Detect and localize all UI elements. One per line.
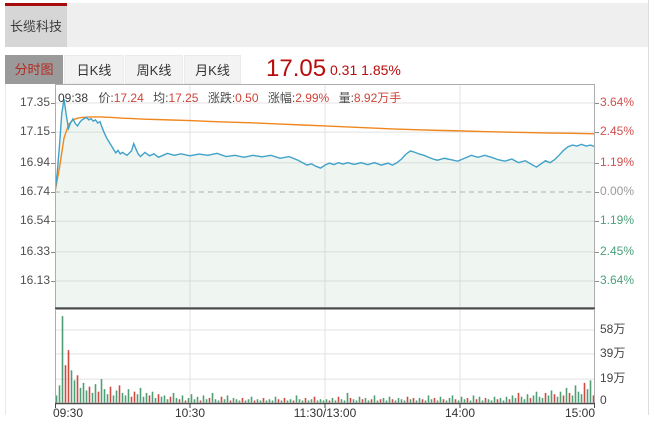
panel-left-border <box>5 84 6 415</box>
y-axis-price-label: 17.15 <box>19 124 50 139</box>
y-axis-price-label: 16.33 <box>19 243 50 258</box>
change-value2: 0.50 <box>235 91 259 105</box>
x-axis-time-label: 09:30 <box>53 406 84 420</box>
volume-value: 8.92万手 <box>353 91 402 105</box>
y-axis-price-label: 16.54 <box>19 213 50 228</box>
price-value: 17.24 <box>113 91 144 105</box>
tab-intraday[interactable]: 分时图 <box>5 55 63 84</box>
stock-name-tab[interactable]: 长缆科技 <box>5 3 67 47</box>
last-price: 17.05 <box>266 55 327 82</box>
tab-monthly-k[interactable]: 月K线 <box>184 55 241 84</box>
axis-tick <box>51 192 55 193</box>
x-axis-time-label: 15:00 <box>564 406 595 420</box>
axis-tick <box>51 132 55 134</box>
y-axis-percent-label: 3.64% <box>600 273 635 287</box>
change-value: 0.31 <box>330 62 358 78</box>
pct-label: 涨幅: <box>267 91 296 105</box>
avg-value: 17.25 <box>168 91 199 105</box>
axis-tick <box>51 251 55 253</box>
y-axis-percent-label: 1.19% <box>600 213 635 228</box>
volume-axis-zero: 0 <box>600 393 607 407</box>
axis-tick <box>51 162 55 164</box>
axis-tick <box>51 221 55 223</box>
axis-tick <box>595 281 599 282</box>
y-axis-percent-label: 3.64% <box>600 95 635 109</box>
price-label: 价: <box>98 91 114 105</box>
panel-right-border <box>648 0 649 415</box>
axis-tick <box>51 281 55 282</box>
change-percent: 1.85% <box>361 62 401 78</box>
y-axis-percent-label: 2.45% <box>600 124 635 139</box>
intraday-chart-plot[interactable] <box>55 84 596 416</box>
axis-tick <box>595 162 599 164</box>
quote-info-bar: 09:38 价:17.24 均:17.25 涨跌:0.50 涨幅:2.99% 量… <box>58 89 407 106</box>
y-axis-price-label: 16.74 <box>19 184 50 198</box>
axis-tick <box>595 251 599 253</box>
x-axis-time-label: 11:30/13:00 <box>293 406 357 420</box>
axis-tick <box>595 192 599 193</box>
y-axis-percent-label: 0.00% <box>600 184 635 198</box>
axis-tick <box>51 103 55 104</box>
axis-tick <box>595 132 599 134</box>
y-axis-price-label: 16.13 <box>19 273 50 287</box>
volume-axis-label: 39万 <box>600 345 626 360</box>
pct-value: 2.99% <box>295 91 330 105</box>
price-change: 0.31 1.85% <box>330 62 401 78</box>
axis-tick <box>595 103 599 104</box>
y-axis-price-label: 16.94 <box>19 154 50 169</box>
volume-axis-label: 58万 <box>600 322 626 336</box>
y-axis-price-label: 17.35 <box>19 95 50 109</box>
quote-time: 09:38 <box>58 91 89 105</box>
volume-label: 量: <box>338 91 354 105</box>
stock-tab-strip: 长缆科技 <box>5 3 648 47</box>
change-label: 涨跌: <box>207 91 236 105</box>
tab-daily-k[interactable]: 日K线 <box>64 55 124 84</box>
y-axis-percent-label: 1.19% <box>600 154 635 169</box>
avg-label: 均: <box>153 91 169 105</box>
y-axis-percent-label: 2.45% <box>600 243 635 258</box>
tab-weekly-k[interactable]: 周K线 <box>125 55 183 84</box>
volume-axis-label: 19万 <box>600 371 626 386</box>
x-axis-time-label: 14:00 <box>444 406 476 420</box>
axis-tick <box>595 221 599 223</box>
x-axis-time-label: 10:30 <box>174 406 206 420</box>
